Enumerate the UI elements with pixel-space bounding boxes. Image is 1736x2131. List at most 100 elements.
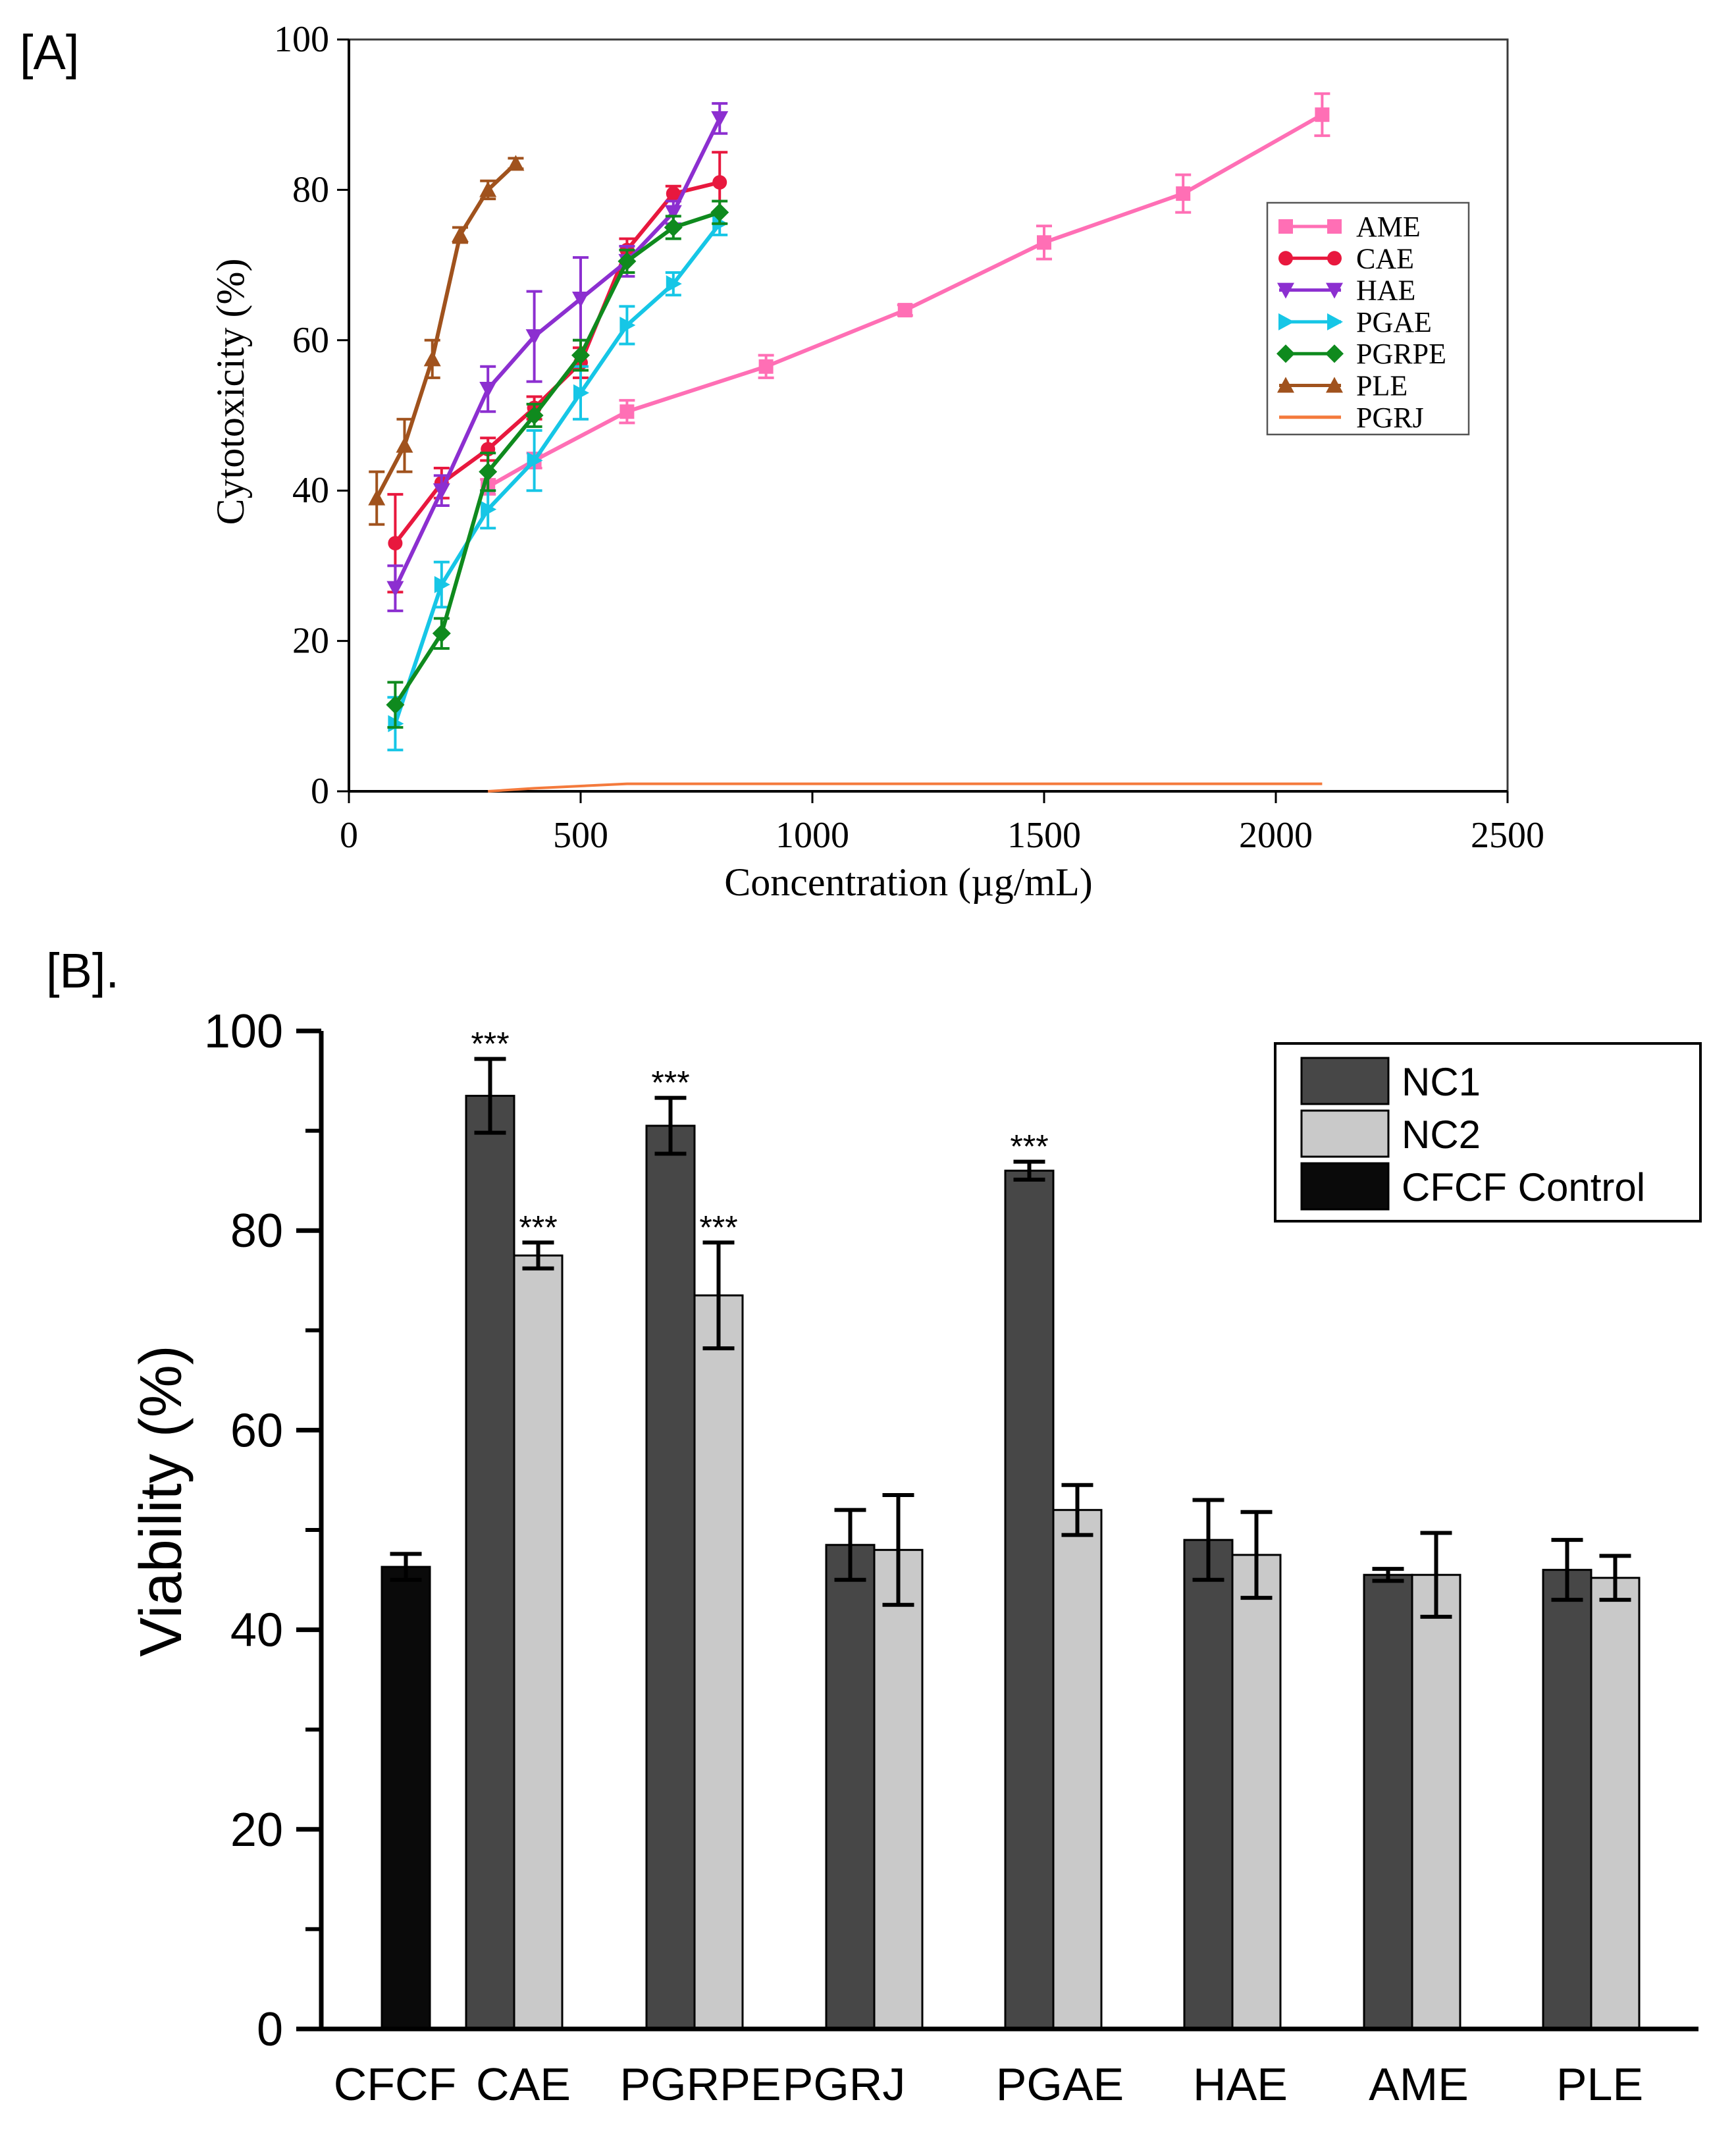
panel-a-point-ple xyxy=(479,181,497,197)
panel-a-y-tick-label: 80 xyxy=(292,169,329,210)
panel-a-point-ame xyxy=(1037,235,1051,250)
panel-b-bar-ple-nc2 xyxy=(1590,1554,1641,2030)
panel-b-bar-chart: [B]. 0 20 40 60 80 100 Viability (%) *** *** **… xyxy=(46,943,1702,2110)
panel-b-y-tick-label: 0 xyxy=(257,2003,283,2056)
panel-b-significance-marker: *** xyxy=(1010,1128,1048,1165)
panel-b-bar-cae-nc2-rect xyxy=(513,1254,564,2030)
panel-a-x-tick-label: 500 xyxy=(553,815,608,856)
panel-a-legend-marker-pgae xyxy=(1278,313,1294,330)
panel-a-series-ple xyxy=(368,155,525,526)
panel-a-series-pgrpe xyxy=(386,199,729,729)
panel-a-point-pgae xyxy=(573,384,589,402)
panel-b-bar-pgrj-nc2-rect xyxy=(873,1548,924,2030)
panel-a-point-ame xyxy=(758,359,774,374)
panel-a-legend-label-ame: AME xyxy=(1356,211,1421,243)
panel-a-legend-marker-ple xyxy=(1326,377,1343,393)
panel-b-bar-ame-nc1 xyxy=(1363,1567,1413,2030)
panel-a-y-tick-label: 40 xyxy=(292,470,329,511)
panel-b-bar-pgae-nc1: *** xyxy=(1004,1128,1055,2030)
panel-b-legend-label-nc1: NC1 xyxy=(1402,1060,1481,1104)
panel-a-point-hae xyxy=(386,581,404,597)
panel-a-point-ame xyxy=(619,404,635,419)
panel-b-category-label-pgae: PGAE xyxy=(996,2059,1124,2110)
panel-b-bar-ame-nc2-rect xyxy=(1411,1573,1461,2030)
panel-a-point-pgae xyxy=(666,275,682,293)
panel-a-point-hae xyxy=(525,329,543,346)
panel-a-legend-label-pgae: PGAE xyxy=(1356,306,1432,338)
panel-b-y-tick-label: 40 xyxy=(230,1604,283,1657)
panel-b-bar-ple-nc1 xyxy=(1542,1538,1592,2030)
panel-a-legend-label-pgrj: PGRJ xyxy=(1356,402,1424,434)
panel-b-bar-pgrj-nc1 xyxy=(825,1508,876,2030)
panel-b-category-label-ple: PLE xyxy=(1556,2059,1643,2110)
panel-b-bar-pgae-nc1-rect xyxy=(1004,1169,1055,2030)
panel-a-y-tick-label: 60 xyxy=(292,320,329,361)
panel-a-point-pgae xyxy=(434,575,450,593)
panel-b-category-label-pgrpe: PGRPE xyxy=(619,2059,781,2110)
panel-b-bar-pgae-nc2 xyxy=(1052,1483,1103,2030)
panel-a-point-ple xyxy=(507,155,525,171)
panel-b-category-label-cae: CAE xyxy=(476,2059,571,2110)
panel-a-legend-marker-cae xyxy=(1327,251,1342,266)
panel-a-point-ple xyxy=(451,226,469,242)
panel-a-line-ple xyxy=(375,162,517,500)
panel-b-legend-label-cfcf-control: CFCF Control xyxy=(1402,1165,1645,1209)
panel-a-plot-frame xyxy=(348,38,1509,793)
panel-a-point-pgae xyxy=(527,452,543,469)
panel-a-legend-marker-hae xyxy=(1277,282,1294,299)
panel-a-legend-marker-pgae xyxy=(1327,313,1343,330)
panel-b-bar-hae-nc1 xyxy=(1183,1498,1234,2030)
panel-b-bar-hae-nc2 xyxy=(1231,1510,1282,2030)
panel-a-point-pgrpe xyxy=(479,462,498,481)
panel-a-point-ple xyxy=(396,436,413,453)
panel-a-legend-box xyxy=(1266,201,1470,436)
panel-a-label: [A] xyxy=(20,25,79,80)
panel-a-point-pgae xyxy=(481,500,497,518)
panel-b-bar-pgae-nc2-rect xyxy=(1052,1509,1103,2030)
panel-a-legend-marker-hae xyxy=(1326,282,1343,299)
panel-b-bar-hae-nc1-rect xyxy=(1183,1539,1234,2030)
panel-a-point-ame xyxy=(897,303,912,318)
panel-b-category-label-hae: HAE xyxy=(1193,2059,1288,2110)
panel-a-point-ple xyxy=(423,350,441,367)
panel-a-line-pgrpe xyxy=(393,210,721,706)
panel-a-legend-label-cae: CAE xyxy=(1356,242,1414,275)
panel-a-point-pgrpe xyxy=(432,624,451,643)
panel-b-legend-label-nc2: NC2 xyxy=(1402,1113,1481,1157)
panel-a-legend-marker-pgrpe xyxy=(1276,344,1295,363)
panel-b-legend-swatch-nc2 xyxy=(1300,1109,1390,1158)
panel-a-legend-marker-ame xyxy=(1327,219,1342,234)
panel-b-bar-pgrj-nc1-rect xyxy=(825,1544,876,2030)
panel-b-legend: NC1 NC2 CFCF Control xyxy=(1274,1042,1702,1223)
panel-a-legend-marker-cae xyxy=(1278,251,1293,266)
panel-a-y-tick-label: 20 xyxy=(292,621,329,662)
panel-b-category-label-ame: AME xyxy=(1369,2059,1469,2110)
panel-b-bar-pgrpe-nc2-rect xyxy=(693,1294,744,2030)
panel-b-bar-cae-nc2: *** xyxy=(513,1209,564,2030)
panel-a-point-hae xyxy=(479,382,497,398)
panel-a-y-axis-title: Cytotoxicity (%) xyxy=(209,259,252,525)
panel-b-significance-marker: *** xyxy=(471,1025,509,1062)
panel-a-x-tick-label: 1000 xyxy=(776,815,849,856)
panel-b-bar-ple-nc1-rect xyxy=(1542,1569,1592,2030)
panel-b-y-tick-label: 80 xyxy=(230,1205,283,1257)
panel-a-line-chart: [A] 0 500 1000 1500 2000 2500 0 20 40 60 80 100 Con… xyxy=(20,19,1544,904)
panel-a-x-tick-label: 2000 xyxy=(1239,815,1313,856)
panel-b-bar-pgrj-nc2 xyxy=(873,1492,924,2030)
panel-b-bar-cfcf-control-rect xyxy=(381,1565,431,2030)
panel-a-point-ple xyxy=(368,489,386,506)
panel-a-point-hae xyxy=(572,291,589,307)
panel-a-line-ame xyxy=(487,113,1323,489)
panel-a-legend-marker-ame xyxy=(1278,219,1293,234)
panel-b-bar-cfcf-control xyxy=(381,1552,431,2030)
panel-a-point-pgae xyxy=(619,316,636,334)
panel-b-y-tick-label: 100 xyxy=(204,1005,283,1058)
panel-a-x-axis-title: Concentration (µg/mL) xyxy=(724,860,1092,904)
panel-a-point-hae xyxy=(711,111,729,127)
panel-a-point-hae xyxy=(433,483,450,500)
panel-b-bar-pgrpe-nc1-rect xyxy=(645,1124,696,2030)
panel-a-legend-label-ple: PLE xyxy=(1356,370,1407,402)
panel-a-point-pgrpe xyxy=(571,346,590,365)
panel-b-axes xyxy=(319,1031,1698,2032)
